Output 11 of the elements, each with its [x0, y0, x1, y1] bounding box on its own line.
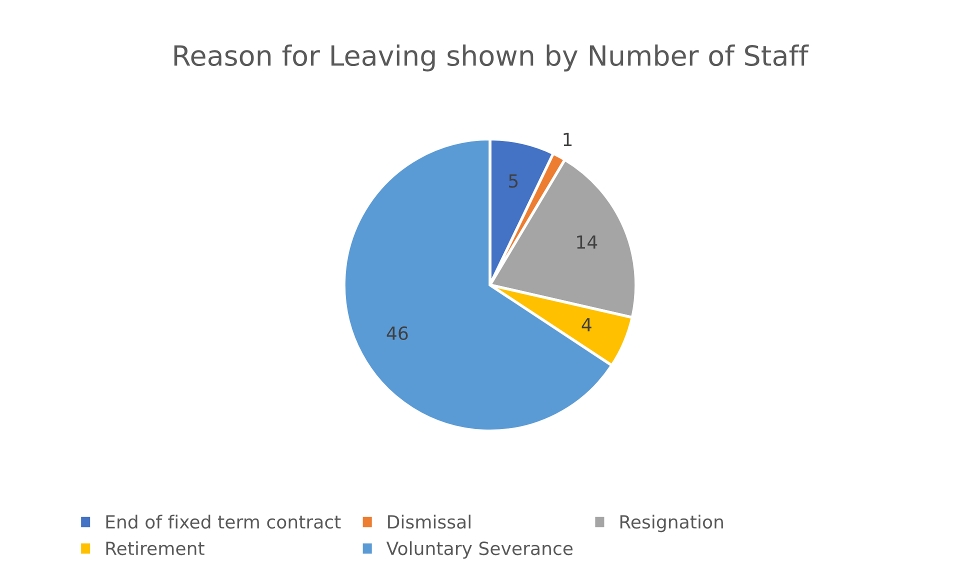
data-label: 5: [509, 174, 518, 188]
data-label: 4: [582, 318, 592, 332]
data-label: 1: [564, 132, 572, 146]
chart-title: Reason for Leaving shown by Number of Staff: [174, 44, 809, 72]
legend-label: Voluntary Severance: [386, 541, 573, 559]
legend-label: Dismissal: [388, 514, 470, 529]
data-label: 14: [577, 236, 598, 249]
legend-label: End of fixed term contract: [106, 514, 341, 529]
legend-label: Resignation: [620, 514, 723, 532]
legend-label: Retirement: [106, 541, 204, 556]
data-label: 46: [386, 326, 408, 340]
